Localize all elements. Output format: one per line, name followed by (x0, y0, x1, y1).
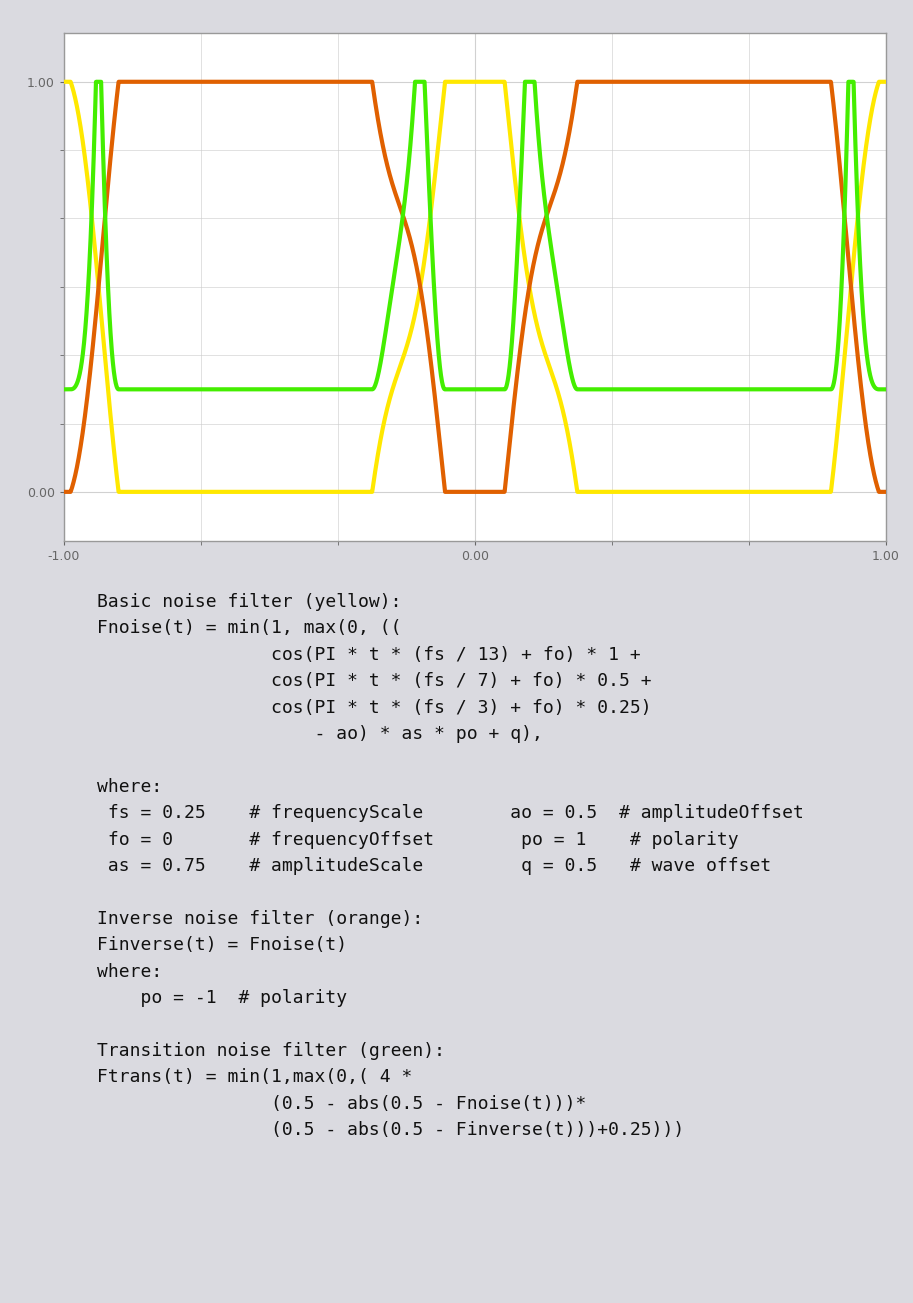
Text: Basic noise filter (yellow):
Fnoise(t) = min(1, max(0, ((
                cos(PI: Basic noise filter (yellow): Fnoise(t) =… (97, 593, 803, 1139)
